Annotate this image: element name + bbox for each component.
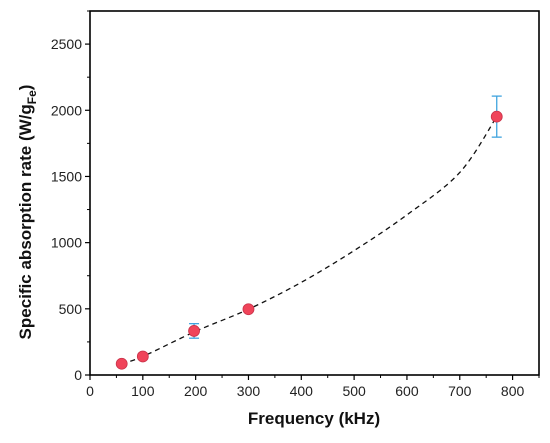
x-tick-label: 300: [237, 383, 261, 399]
y-axis-title-close: ): [16, 85, 35, 91]
y-tick-label: 1500: [51, 168, 82, 184]
x-tick-label: 200: [184, 383, 208, 399]
y-axis-title-main: Specific absorption rate (W/g: [16, 104, 35, 339]
y-tick-label: 2000: [51, 102, 82, 118]
y-tick-label: 1000: [51, 235, 82, 251]
data-point-layer: [115, 110, 503, 370]
plot-frame: [89, 10, 540, 376]
y-tick-label: 2500: [51, 36, 82, 52]
fit-curve-layer: [121, 116, 498, 365]
errorbar-layer: [116, 95, 502, 366]
y-axis-title: Specific absorption rate (W/gFe): [16, 85, 39, 340]
data-point: [115, 357, 128, 370]
x-tick-label: 100: [131, 383, 155, 399]
x-tick-label: 800: [501, 383, 525, 399]
x-tick-label: 400: [290, 383, 314, 399]
data-point: [490, 110, 503, 123]
data-point: [242, 303, 255, 316]
x-tick-label: 500: [342, 383, 366, 399]
x-tick-label: 0: [86, 383, 94, 399]
y-tick-label: 500: [59, 301, 83, 317]
x-tick-label: 600: [395, 383, 419, 399]
y-tick-label: 0: [74, 367, 82, 383]
x-axis-title: Frequency (kHz): [248, 409, 380, 428]
y-axis-title-subscript: Fe: [25, 90, 39, 104]
data-point: [136, 350, 149, 363]
fit-curve: [121, 116, 498, 365]
x-tick-label: 700: [448, 383, 472, 399]
axis-ticks: 0 100 200 300 400 500 600 700 800 0 500 1000 1500 200…: [51, 10, 540, 399]
data-point: [188, 325, 200, 337]
